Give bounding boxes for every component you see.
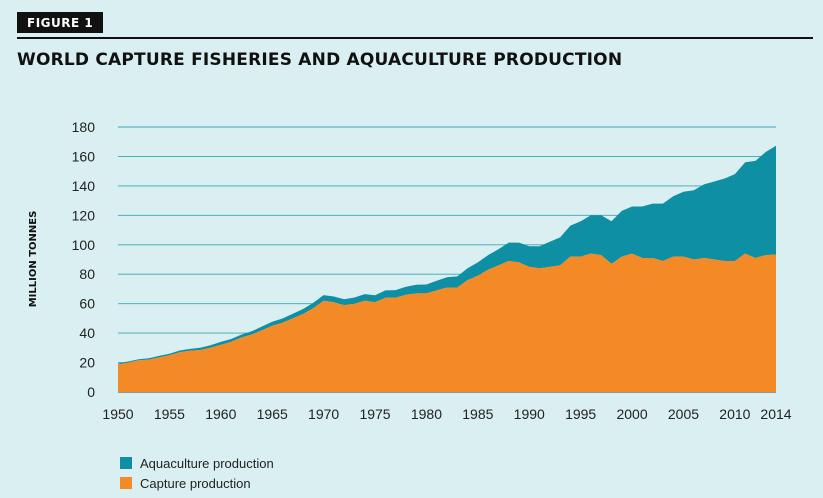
- legend-swatch: [120, 457, 132, 469]
- x-tick-labels: 1950 1955 1960 1965 1970 1975 1980 1985 1990 1995…: [102, 406, 791, 422]
- series-area-aquaculture: [118, 145, 776, 365]
- figure-label: FIGURE 1: [17, 12, 104, 33]
- x-tick-label: 2000: [616, 406, 647, 422]
- y-tick-label: 20: [79, 355, 95, 371]
- x-tick-label: 1970: [308, 406, 339, 422]
- y-tick-label: 80: [79, 266, 95, 282]
- chart-title: WORLD CAPTURE FISHERIES AND AQUACULTURE …: [17, 50, 623, 70]
- legend-item: Capture production: [120, 473, 274, 493]
- y-tick-labels: 0 20 40 60 80 100 120 140 160 180: [72, 119, 96, 400]
- y-tick-label: 40: [79, 325, 95, 341]
- x-tick-label: 1995: [565, 406, 596, 422]
- x-tick-label: 2005: [668, 406, 699, 422]
- x-tick-label: 2010: [719, 406, 750, 422]
- y-tick-label: 100: [72, 237, 96, 253]
- y-tick-label: 120: [72, 207, 96, 223]
- series-areas: [118, 145, 776, 392]
- legend-swatch: [120, 477, 132, 489]
- legend-item: Aquaculture production: [120, 453, 274, 473]
- y-tick-label: 0: [87, 384, 95, 400]
- y-tick-label: 140: [72, 178, 96, 194]
- x-tick-label: 1950: [102, 406, 133, 422]
- y-tick-label: 180: [72, 119, 96, 135]
- x-tick-label: 2014: [760, 406, 791, 422]
- x-tick-label: 1980: [411, 406, 442, 422]
- x-tick-label: 1975: [359, 406, 390, 422]
- x-tick-label: 1965: [257, 406, 288, 422]
- series-area-capture: [118, 253, 776, 392]
- x-tick-label: 1990: [514, 406, 545, 422]
- x-tick-label: 1985: [462, 406, 493, 422]
- y-axis-label: MILLION TONNES: [28, 211, 39, 308]
- x-tick-label: 1960: [205, 406, 236, 422]
- area-chart: 0 20 40 60 80 100 120 140 160 180 1950 1955 1960 196…: [28, 119, 792, 422]
- legend-label: Capture production: [140, 475, 251, 491]
- x-tick-label: 1955: [154, 406, 185, 422]
- title-rule: [17, 37, 813, 39]
- legend: Aquaculture production Capture production: [120, 453, 274, 493]
- legend-label: Aquaculture production: [140, 455, 274, 471]
- y-tick-label: 160: [72, 148, 96, 164]
- y-tick-label: 60: [79, 296, 95, 312]
